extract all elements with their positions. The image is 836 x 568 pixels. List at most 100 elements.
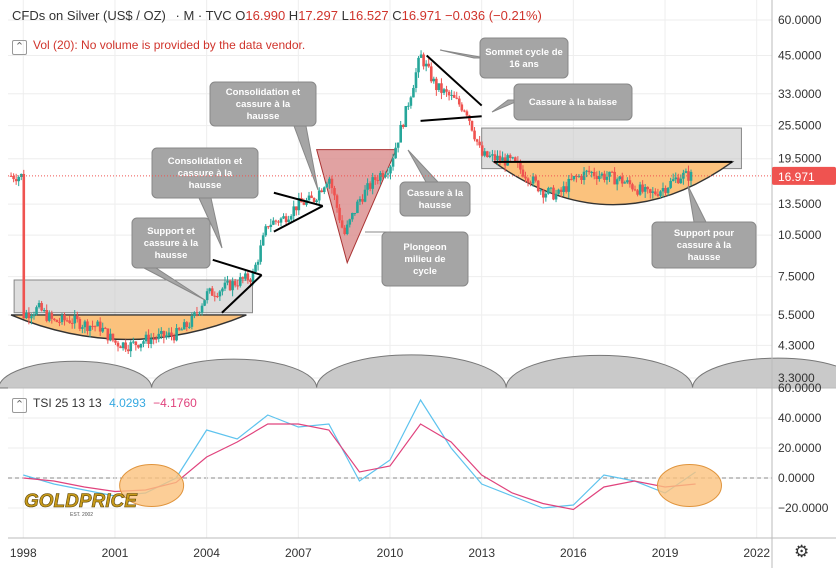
callout-label-line: hausse [419, 200, 452, 211]
callout-pointer [439, 49, 487, 59]
chart-header: CFDs on Silver (US$ / OZ) · M · TVC O16.… [12, 8, 542, 23]
candle-body [37, 302, 41, 308]
candle-body [496, 155, 499, 161]
triangle-line [221, 274, 263, 314]
zone-rect [13, 279, 253, 314]
candle-body [78, 319, 82, 329]
symbol-title[interactable]: CFDs on Silver (US$ / OZ) [12, 8, 166, 23]
candle-body [226, 280, 229, 283]
candle-body [177, 328, 181, 330]
candle-body [188, 326, 191, 328]
tsi-label[interactable]: TSI 25 13 13 [33, 396, 102, 410]
candle-body [603, 173, 606, 180]
cycle-arc [692, 357, 836, 389]
candle-body [440, 83, 443, 93]
candle-body [236, 285, 240, 287]
candle-body [210, 288, 214, 296]
tsi-tick-label: 60.0000 [778, 381, 822, 395]
candle-body [93, 326, 97, 328]
callout-label-line: Sommet cycle de [485, 47, 563, 58]
callout-label-line: Consolidation et [168, 156, 243, 167]
candle-body [676, 177, 680, 184]
candle-body [343, 227, 346, 234]
candle-body [638, 184, 642, 195]
candle-body [485, 151, 489, 157]
callout-label: Cassure à la hausse [407, 188, 464, 211]
candle-body [547, 188, 550, 194]
candle-body [175, 328, 178, 341]
trend-lines [212, 54, 733, 314]
candle-body [654, 191, 657, 195]
candle-body [636, 190, 639, 195]
triangle-line [420, 115, 482, 122]
open-label: O [235, 8, 246, 23]
candle-body [643, 186, 647, 192]
candle-body [205, 291, 209, 301]
candle-body [585, 170, 588, 172]
candle-body [231, 281, 234, 291]
callout-label: Cassure à la baisse [529, 97, 617, 108]
candle-body [379, 173, 382, 181]
candle-body [435, 78, 438, 91]
price-tick-label: 13.5000 [778, 197, 822, 211]
cycle-arc [151, 358, 318, 389]
candle-body [75, 315, 79, 320]
candle-body [409, 97, 413, 106]
change-value: −0.036 (−0.21%) [444, 8, 542, 23]
price-tick-label: 5.5000 [778, 308, 815, 322]
interval-label[interactable]: M [183, 8, 195, 23]
candle-body [12, 175, 15, 180]
candle-body [106, 328, 110, 341]
candle-body [536, 180, 540, 192]
candle-body [116, 342, 120, 347]
callout-label-line: Consolidation et [226, 87, 301, 98]
candle-body [289, 216, 293, 220]
candle-body [610, 171, 614, 173]
candle-body [465, 111, 469, 116]
candle-body [335, 195, 339, 208]
candle-body [669, 180, 672, 188]
source-label: TVC [205, 8, 232, 23]
callout-label-line: Support pour [674, 228, 734, 239]
price-tick-label: 3.3000 [778, 371, 815, 385]
price-tick-label: 33.0000 [778, 87, 822, 101]
candle-body [134, 341, 138, 346]
tsi-tick-label: 0.0000 [778, 471, 815, 485]
candle-body [238, 277, 242, 286]
candle-body [81, 327, 84, 329]
triangle-line [273, 191, 324, 207]
candle-body [488, 155, 492, 157]
candle-body [282, 216, 285, 219]
candle-body [671, 179, 675, 181]
candle-body [646, 186, 650, 190]
time-tick-label: 2013 [468, 546, 495, 560]
collapse-icon[interactable]: ⌃ [12, 40, 27, 55]
candle-body [513, 157, 517, 162]
candle-body [371, 177, 374, 189]
candle-body [345, 224, 349, 234]
collapse-icon[interactable]: ⌃ [12, 398, 27, 413]
candle-body [511, 157, 515, 159]
highlight-ellipse [656, 464, 722, 507]
highlight-ellipse [119, 464, 185, 507]
candle-body [615, 179, 619, 185]
candle-body [70, 322, 74, 324]
candle-body [284, 216, 288, 223]
candle-body [325, 183, 329, 188]
gear-icon[interactable]: ⚙ [794, 542, 810, 561]
candle-body [261, 235, 265, 246]
candle-body [35, 307, 38, 315]
candle-body [269, 224, 273, 227]
candle-body [656, 194, 660, 196]
price-tick-label: 25.5000 [778, 119, 822, 133]
triangle-line [273, 205, 324, 233]
candle-body [312, 198, 316, 203]
candle-body [659, 191, 662, 196]
callout-label-line: hausse [189, 180, 222, 191]
candle-body [101, 327, 105, 332]
candle-body [452, 94, 456, 98]
candle-body [366, 183, 369, 190]
callout-label-line: cassure à la [677, 240, 732, 251]
candle-body [628, 180, 632, 185]
